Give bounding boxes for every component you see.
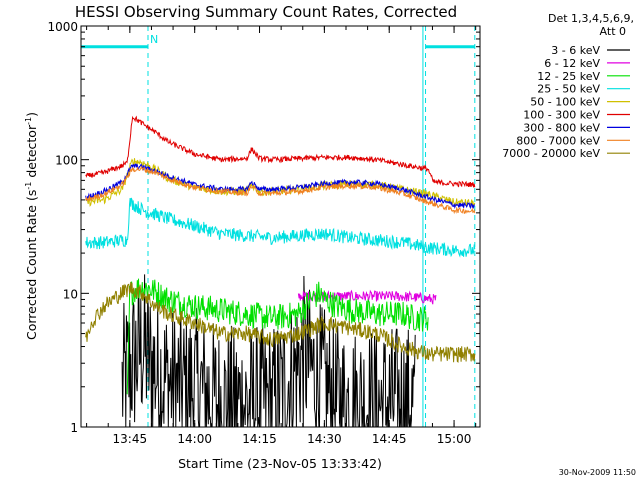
legend-label: 6 - 12 keV <box>544 57 600 70</box>
y-axis-label: Corrected Count Rate (s-1 detector-1) <box>24 112 39 340</box>
y-label-part: Corrected Count Rate (s <box>24 190 39 340</box>
annotation-label: N <box>150 33 158 46</box>
legend-label: 12 - 25 keV <box>537 70 600 83</box>
series-line <box>85 197 476 258</box>
y-label-part: ) <box>24 112 39 117</box>
x-tick-label: 14:30 <box>307 432 342 446</box>
x-tick-label: 15:00 <box>437 432 472 446</box>
series-line <box>121 274 416 427</box>
plot-area: N <box>80 25 481 428</box>
legend-label: 50 - 100 keV <box>530 96 600 109</box>
series-line <box>126 278 429 395</box>
legend-label: 25 - 50 keV <box>537 83 600 96</box>
legend-label: 7000 - 20000 keV <box>502 147 600 160</box>
x-tick-label: 13:45 <box>113 432 148 446</box>
y-label-exponent: -1 <box>24 117 33 125</box>
y-tick-label: 10 <box>63 287 78 301</box>
y-tick-label: 1000 <box>47 20 78 34</box>
series-line <box>85 163 476 210</box>
legend-label: 100 - 300 keV <box>523 109 600 122</box>
y-tick-label: 100 <box>55 154 78 168</box>
x-tick-label: 14:15 <box>242 432 277 446</box>
y-label-part: detector <box>24 124 39 182</box>
markers <box>81 26 476 427</box>
legend-header: Att 0 <box>600 25 626 38</box>
series-layer <box>85 115 476 427</box>
series-line <box>85 115 476 188</box>
series-line <box>85 281 476 363</box>
legend-header: Det 1,3,4,5,6,9, <box>548 12 634 25</box>
x-tick-label: 14:45 <box>372 432 407 446</box>
y-axis: 1 10 100 1000 <box>47 20 480 435</box>
x-axis: 13:45 14:00 14:15 14:30 14:45 15:00 <box>86 26 477 446</box>
legend-label: 300 - 800 keV <box>523 121 600 134</box>
y-label-exponent: -1 <box>24 182 33 190</box>
footer-timestamp: 30-Nov-2009 11:50 <box>559 468 636 477</box>
x-tick-label: 14:00 <box>177 432 212 446</box>
legend-label: 800 - 7000 keV <box>516 134 600 147</box>
x-axis-label: Start Time (23-Nov-05 13:33:42) <box>178 456 382 471</box>
series-line <box>85 165 476 215</box>
plot-frame <box>80 25 481 428</box>
y-tick-label: 1 <box>70 421 78 435</box>
chart-title: HESSI Observing Summary Count Rates, Cor… <box>75 3 457 21</box>
legend-label: 3 - 6 keV <box>551 44 600 57</box>
